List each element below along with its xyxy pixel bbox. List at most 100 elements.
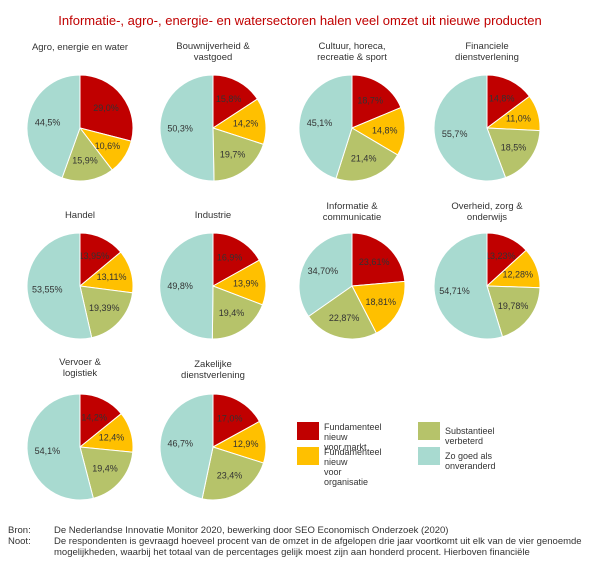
pie-chart: 13,95% 13,11% 19,39% 53,55% bbox=[26, 232, 134, 340]
pie-title: Zakelijke dienstverlening bbox=[181, 359, 245, 381]
pie-slice bbox=[26, 232, 93, 340]
pie-slice-label: 17,0% bbox=[217, 414, 243, 424]
pie-title: Vervoer & logistiek bbox=[59, 357, 101, 379]
legend-swatch bbox=[418, 422, 440, 440]
pie-slice bbox=[212, 393, 261, 448]
pie-slice-label: 12,28% bbox=[503, 270, 534, 280]
pie-slice-label: 18,81% bbox=[366, 297, 397, 307]
pie-chart: 13,23% 12,28% 19,78% 54,71% bbox=[433, 232, 541, 340]
pie-slice-label: 14,2% bbox=[233, 119, 259, 129]
pie-slice-label: 55,7% bbox=[442, 129, 468, 139]
legend-label: Fundamenteel nieuw voor organisatie bbox=[324, 447, 382, 487]
legend-item-fundamenteel-organisatie: Fundamenteel nieuw voor organisatie bbox=[297, 447, 382, 487]
pie-slice-label: 21,4% bbox=[351, 154, 377, 164]
legend-label: Substantieel verbeterd bbox=[445, 426, 495, 446]
pie-slice bbox=[212, 74, 259, 129]
pie-slice-label: 16,9% bbox=[217, 253, 243, 263]
legend-label: Fundamenteel nieuw voor markt bbox=[324, 422, 382, 452]
pie-slice bbox=[298, 232, 353, 318]
note-row: Noot: De respondenten is gevraagd hoevee… bbox=[8, 536, 593, 558]
note-text: De respondenten is gevraagd hoeveel proc… bbox=[54, 536, 582, 558]
pie-slice-label: 18,5% bbox=[501, 142, 527, 152]
pie-slice-label: 18,7% bbox=[357, 96, 383, 106]
pie-slice bbox=[486, 74, 531, 129]
pie-slice-label: 54,71% bbox=[439, 286, 470, 296]
pie-slice-label: 14,8% bbox=[372, 125, 398, 135]
pie-slice-label: 13,95% bbox=[79, 251, 110, 261]
source-row: Bron: De Nederlandse Innovatie Monitor 2… bbox=[8, 525, 593, 536]
pie-title: Industrie bbox=[194, 210, 232, 221]
pie-slice bbox=[61, 126, 113, 182]
pie-slice bbox=[201, 446, 265, 501]
pie-slice-label: 12,9% bbox=[233, 439, 259, 449]
pie-slice bbox=[26, 393, 94, 501]
pie-chart: 29,0% 10,6% 15,9% 44,5% bbox=[26, 74, 134, 182]
pie-slice bbox=[335, 127, 399, 182]
footer: Bron: De Nederlandse Innovatie Monitor 2… bbox=[8, 525, 593, 558]
pie-chart: 17,0% 12,9% 23,4% 46,7% bbox=[159, 393, 267, 501]
pie-slice-label: 13,11% bbox=[97, 272, 127, 282]
pie-charts: 29,0% 10,6% 15,9% 44,5% 15,8% 14,2% 19,7% 50,3%… bbox=[26, 74, 541, 501]
pie-slice-label: 14,8% bbox=[489, 94, 515, 104]
pie-slice bbox=[433, 74, 507, 182]
pie-slice-label: 23,4% bbox=[217, 470, 243, 480]
note-label: Noot: bbox=[8, 536, 31, 547]
pie-slice-label: 50,3% bbox=[167, 123, 193, 133]
pie-slice bbox=[159, 232, 214, 340]
pie-title: Handel bbox=[64, 210, 96, 221]
chart-main-title: Informatie-, agro-, energie- en watersec… bbox=[58, 13, 542, 28]
legend-item-substantieel: Substantieel verbeterd bbox=[418, 422, 495, 446]
pie-slice-label: 19,39% bbox=[89, 303, 120, 313]
pie-slice bbox=[486, 127, 541, 179]
pie-slice bbox=[212, 232, 260, 287]
pie-slice bbox=[159, 393, 214, 500]
pie-slice-label: 29,0% bbox=[93, 103, 119, 113]
legend-item-onveranderd: Zo goed als onveranderd bbox=[418, 447, 496, 471]
pie-slice-label: 14,2% bbox=[81, 412, 107, 422]
pie-slice bbox=[307, 285, 377, 340]
pie-slice-label: 46,7% bbox=[168, 439, 194, 449]
pie-slice bbox=[351, 74, 402, 129]
pie-title: Financiele dienstverlening bbox=[455, 41, 519, 63]
pie-slice-label: 23,61% bbox=[359, 257, 390, 267]
pie-slice-label: 19,4% bbox=[219, 308, 245, 318]
pie-chart: 15,8% 14,2% 19,7% 50,3% bbox=[159, 74, 267, 182]
legend-swatch bbox=[297, 422, 319, 440]
pie-slice-label: 54,1% bbox=[35, 446, 61, 456]
pie-slice-label: 15,8% bbox=[216, 94, 242, 104]
pie-slice-label: 15,9% bbox=[72, 156, 98, 166]
legend-item-fundamenteel-markt: Fundamenteel nieuw voor markt bbox=[297, 422, 382, 452]
pie-slice bbox=[79, 446, 134, 499]
pie-slice-label: 22,87% bbox=[329, 313, 360, 323]
pie-slice-label: 34,70% bbox=[308, 266, 339, 276]
pie-slice bbox=[433, 232, 504, 340]
source-label: Bron: bbox=[8, 525, 31, 536]
pie-slice bbox=[211, 285, 264, 340]
pie-slice bbox=[212, 127, 265, 182]
pie-title: Cultuur, horeca, recreatie & sport bbox=[317, 41, 387, 63]
source-text: De Nederlandse Innovatie Monitor 2020, b… bbox=[54, 525, 449, 536]
pie-slice bbox=[26, 74, 81, 179]
pie-slice-label: 13,9% bbox=[233, 279, 259, 289]
pie-slice bbox=[298, 74, 353, 180]
pie-chart: 23,61% 18,81% 22,87% 34,70% bbox=[298, 232, 406, 340]
pie-slice bbox=[79, 285, 134, 339]
pie-slice-label: 10,6% bbox=[95, 141, 121, 151]
pie-slice-label: 13,23% bbox=[485, 251, 516, 261]
pie-slice bbox=[486, 285, 541, 338]
pie-chart: 16,9% 13,9% 19,4% 49,8% bbox=[159, 232, 267, 340]
pie-slice bbox=[79, 74, 134, 142]
pie-slice bbox=[351, 280, 406, 334]
legend-swatch bbox=[297, 447, 319, 465]
pie-slice-label: 53,55% bbox=[32, 285, 63, 295]
pie-slice bbox=[351, 232, 406, 287]
pie-slice bbox=[350, 106, 406, 156]
pie-slice-label: 12,4% bbox=[99, 433, 125, 443]
pie-chart: 14,8% 11,0% 18,5% 55,7% bbox=[433, 74, 541, 182]
pie-title: Bouwnijverheid & vastgoed bbox=[176, 41, 250, 63]
pie-title: Agro, energie en water bbox=[31, 42, 129, 53]
pie-slice-label: 45,1% bbox=[307, 118, 333, 128]
pie-slice-label: 19,78% bbox=[498, 301, 529, 311]
pie-slice-label: 19,4% bbox=[92, 463, 118, 473]
pie-slice-label: 19,7% bbox=[220, 149, 246, 159]
